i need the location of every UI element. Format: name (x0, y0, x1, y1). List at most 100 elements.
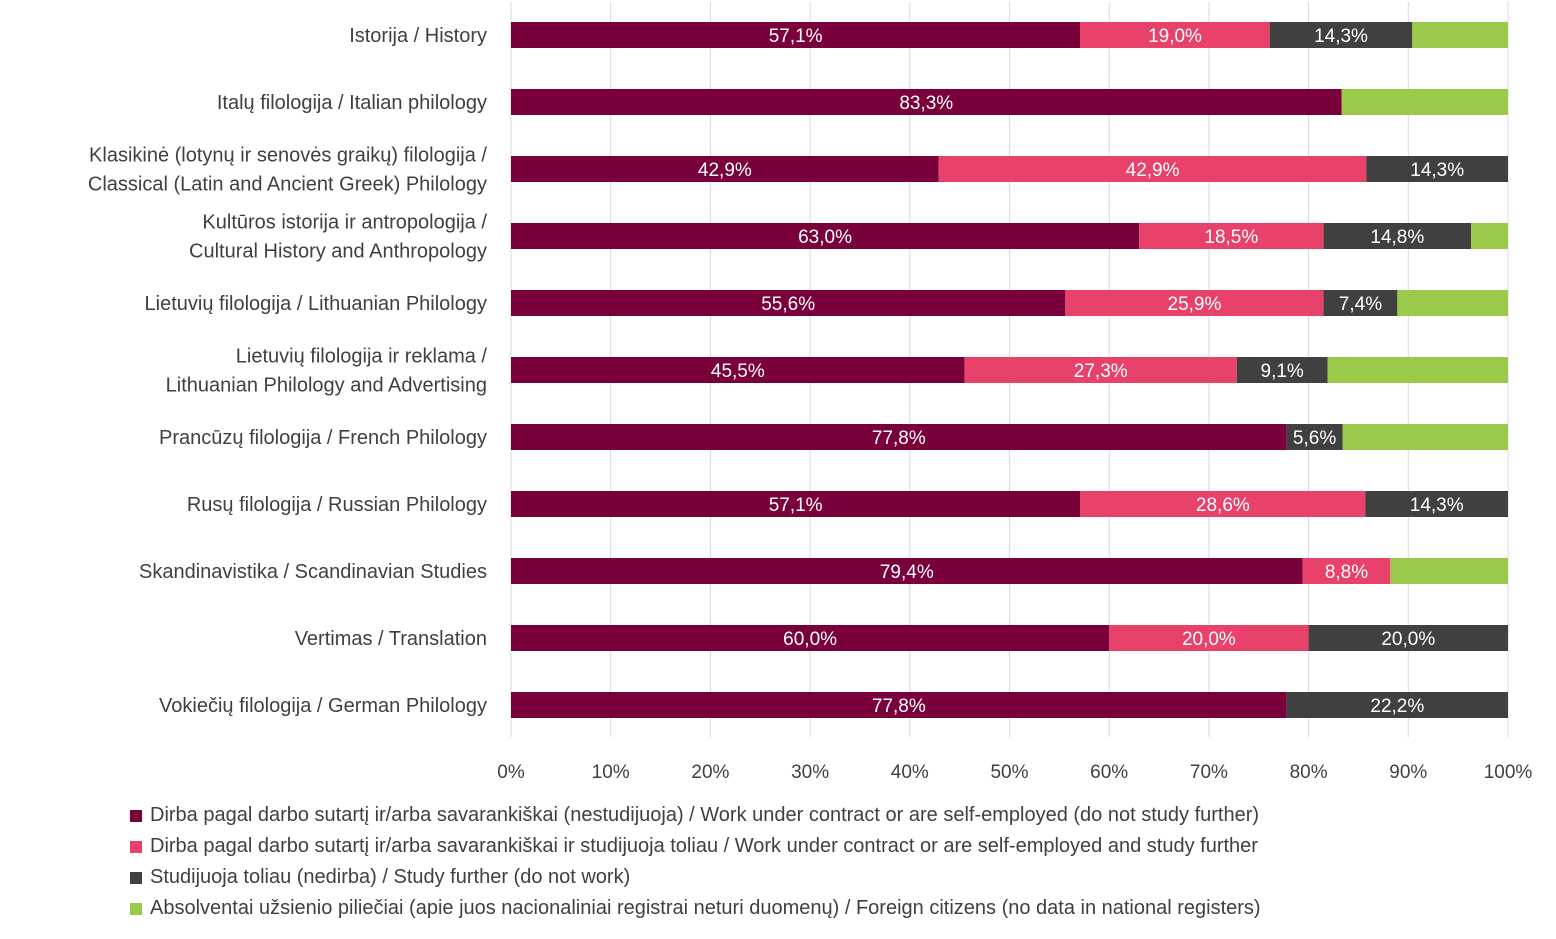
bar-segment (1327, 357, 1508, 383)
legend-item: Dirba pagal darbo sutartį ir/arba savara… (130, 800, 1261, 831)
bar-segment (1080, 22, 1270, 48)
data-label: 60,0% (783, 629, 837, 650)
category-labels: Istorija / History Italų filologija / Ita… (88, 25, 488, 717)
bar-segment (1341, 89, 1508, 115)
data-label: 77,8% (872, 696, 926, 717)
legend: Dirba pagal darbo sutartį ir/arba savara… (130, 800, 1261, 924)
bar-segment (511, 424, 1287, 450)
data-label: 20,0% (1381, 629, 1435, 650)
data-label: 63,0% (798, 227, 852, 248)
data-label: 19,0% (1148, 26, 1202, 47)
category-label: Vokiečių filologija / German Philology (159, 695, 487, 717)
x-tick-label: 0% (497, 762, 525, 783)
bar-segment (1342, 424, 1508, 450)
x-tick-label: 40% (891, 762, 929, 783)
legend-swatch (130, 902, 142, 915)
legend-label: Dirba pagal darbo sutartį ir/arba savara… (150, 835, 1258, 857)
x-tick-label: 100% (1484, 762, 1533, 783)
category-label: Cultural History and Anthropology (189, 241, 487, 263)
category-label: Kultūros istorija ir antropologija / (202, 212, 487, 234)
stacked-bar-chart: 57,1% 19,0% 14,3% 83,3% 42,9% 42,9% 14,3% 63,0%… (88, 2, 1532, 783)
bar-segment (1471, 223, 1508, 249)
legend-item: Absolventai užsienio piliečiai (apie juo… (130, 893, 1261, 924)
legend-label: Dirba pagal darbo sutartį ir/arba savara… (150, 804, 1260, 826)
bar-segment (511, 625, 1110, 651)
bar-segment (511, 357, 965, 383)
legend-item: Studijuoja toliau (nedirba) / Study furt… (130, 862, 1261, 893)
bar-segment (511, 290, 1066, 316)
bar-segment (1080, 491, 1366, 517)
data-label: 5,6% (1293, 428, 1336, 449)
legend-label: Absolventai užsienio piliečiai (apie juo… (150, 897, 1261, 919)
bar-segment (1139, 223, 1324, 249)
bar-segment (1286, 424, 1343, 450)
bar-segment (1065, 290, 1324, 316)
bar-segment (1412, 22, 1508, 48)
category-label: Istorija / History (349, 25, 487, 47)
x-tick-label: 60% (1090, 762, 1128, 783)
category-label: Lietuvių filologija ir reklama / (236, 346, 488, 368)
category-label: Vertimas / Translation (295, 628, 487, 650)
data-label: 14,8% (1370, 227, 1424, 248)
bar-segment (511, 692, 1287, 718)
data-label: 28,6% (1196, 495, 1250, 516)
legend-label: Studijuoja toliau (nedirba) / Study furt… (150, 866, 631, 888)
x-tick-label: 80% (1290, 762, 1328, 783)
data-label: 25,9% (1168, 294, 1222, 315)
category-label: Rusų filologija / Russian Philology (187, 494, 487, 516)
bar-segment (511, 156, 939, 182)
data-label: 8,8% (1325, 562, 1368, 583)
bar-segment (1109, 625, 1309, 651)
data-label: 77,8% (872, 428, 926, 449)
data-label: 14,3% (1314, 26, 1368, 47)
bar-segment (1236, 357, 1328, 383)
bar-segment (1397, 290, 1508, 316)
data-label: 42,9% (698, 160, 752, 181)
legend-item: Dirba pagal darbo sutartį ir/arba savara… (130, 831, 1261, 862)
category-label: Klasikinė (lotynų ir senovės graikų) fil… (89, 145, 487, 167)
x-tick-label: 20% (691, 762, 729, 783)
category-label: Italų filologija / Italian philology (217, 92, 487, 114)
bar-segment (511, 558, 1303, 584)
data-label: 7,4% (1339, 294, 1382, 315)
x-tick-label: 10% (592, 762, 630, 783)
bar-segment (1308, 625, 1508, 651)
bar-segment (964, 357, 1237, 383)
data-label: 22,2% (1370, 696, 1424, 717)
bar-labels: 57,1% 19,0% 14,3% 83,3% 42,9% 42,9% 14,3% 63,0%… (698, 26, 1464, 717)
bar-segment (511, 223, 1140, 249)
x-tick-label: 90% (1389, 762, 1427, 783)
data-label: 83,3% (899, 93, 953, 114)
category-label: Lietuvių filologija / Lithuanian Philolo… (145, 293, 487, 315)
bar-segment (1390, 558, 1508, 584)
x-axis-ticks: 0% 10% 20% 30% 40% 50% 60% 70% 80% 90% 100% (497, 762, 1532, 783)
data-label: 18,5% (1204, 227, 1258, 248)
bar-segment (511, 491, 1081, 517)
data-label: 57,1% (769, 26, 823, 47)
data-label: 79,4% (880, 562, 934, 583)
bar-segment (1269, 22, 1413, 48)
bar-segment (511, 22, 1081, 48)
bar-segment (1323, 223, 1472, 249)
data-label: 14,3% (1410, 495, 1464, 516)
bar-segment (1366, 156, 1508, 182)
category-label: Prancūzų filologija / French Philology (159, 427, 487, 449)
legend-swatch (130, 809, 142, 822)
category-label: Skandinavistika / Scandinavian Studies (139, 561, 487, 583)
data-label: 57,1% (769, 495, 823, 516)
data-label: 27,3% (1074, 361, 1128, 382)
x-tick-label: 30% (791, 762, 829, 783)
category-label: Classical (Latin and Ancient Greek) Phil… (88, 174, 487, 196)
category-label: Lithuanian Philology and Advertising (166, 375, 487, 397)
x-tick-label: 50% (990, 762, 1028, 783)
data-label: 20,0% (1182, 629, 1236, 650)
legend-swatch (130, 871, 142, 884)
bar-segment (1323, 290, 1398, 316)
data-label: 55,6% (761, 294, 815, 315)
data-label: 9,1% (1261, 361, 1304, 382)
x-tick-label: 70% (1190, 762, 1228, 783)
data-label: 42,9% (1126, 160, 1180, 181)
bar-segment (1286, 692, 1508, 718)
bar-segment (1365, 491, 1508, 517)
